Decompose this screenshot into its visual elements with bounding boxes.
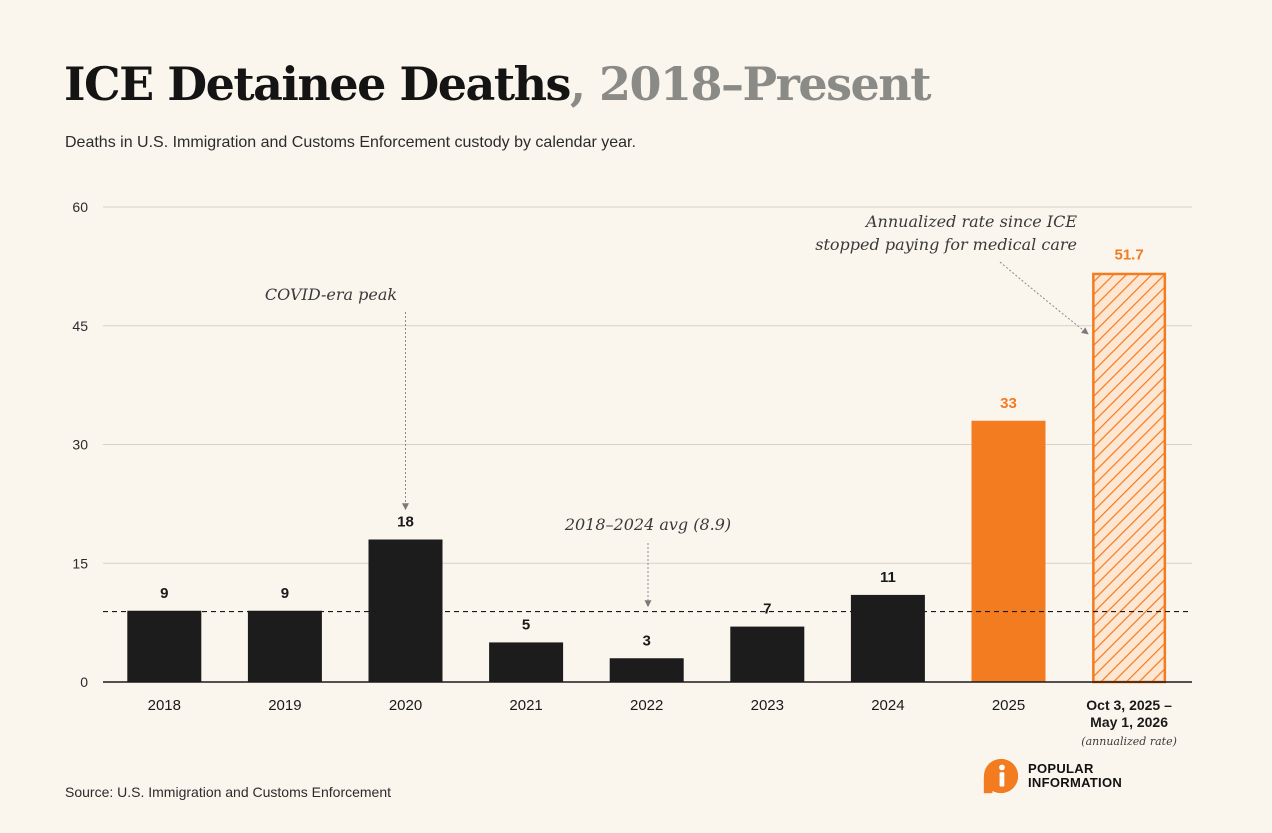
x-tick-note: (annualized rate) bbox=[1081, 735, 1177, 748]
logo-wordmark: POPULAR INFORMATION bbox=[1028, 762, 1122, 790]
bar-value-label: 33 bbox=[1000, 395, 1017, 412]
chart-subtitle: Deaths in U.S. Immigration and Customs E… bbox=[65, 134, 636, 151]
x-tick-label: 2019 bbox=[268, 697, 301, 714]
title-separator: , bbox=[569, 57, 586, 111]
bar-value-label: 7 bbox=[763, 601, 771, 618]
brand-logo: POPULAR INFORMATION bbox=[982, 757, 1122, 795]
x-tick-label: 2024 bbox=[871, 697, 904, 714]
chart-title: ICE Detainee Deaths, 2018–Present bbox=[64, 52, 931, 116]
bar-value-label: 9 bbox=[281, 585, 289, 602]
bar bbox=[127, 610, 202, 682]
bar bbox=[368, 539, 443, 682]
bar-value-label: 5 bbox=[522, 616, 530, 633]
bar-value-label: 3 bbox=[643, 632, 651, 649]
x-tick-label: 2020 bbox=[389, 697, 422, 714]
x-tick-label: 2022 bbox=[630, 697, 663, 714]
x-tick-label: May 1, 2026 bbox=[1090, 714, 1168, 730]
source-note: Source: U.S. Immigration and Customs Enf… bbox=[65, 784, 392, 800]
title-main: ICE Detainee Deaths bbox=[64, 57, 571, 111]
bar bbox=[730, 626, 805, 682]
y-tick-label: 15 bbox=[72, 555, 88, 571]
bar bbox=[971, 420, 1046, 682]
bar-value-label: 18 bbox=[397, 514, 414, 531]
logo-line-2: INFORMATION bbox=[1028, 775, 1123, 790]
bar-value-label: 51.7 bbox=[1114, 247, 1143, 264]
y-tick-label: 60 bbox=[72, 199, 88, 215]
y-tick-label: 30 bbox=[72, 437, 88, 453]
title-subtitle-years: 2018–Present bbox=[598, 57, 931, 111]
logo-line-1: POPULAR bbox=[1028, 761, 1094, 776]
y-tick-label: 0 bbox=[80, 674, 88, 690]
bar bbox=[850, 594, 925, 682]
popular-information-logo-icon bbox=[983, 758, 1019, 794]
average-line-label: 2018–2024 avg (8.9) bbox=[564, 515, 731, 534]
bar bbox=[489, 642, 564, 682]
y-tick-label: 45 bbox=[72, 318, 88, 334]
annotation-annualized-rate: Annualized rate since ICE bbox=[864, 212, 1077, 231]
bar-value-label: 11 bbox=[880, 569, 896, 586]
bar bbox=[1092, 272, 1167, 684]
annotation-arrow bbox=[999, 261, 1089, 335]
bar-chart: 0 15 30 45 60 9 2018 9 2019 18 2020 5 2021 3 2022 7 202… bbox=[72, 199, 1192, 748]
x-tick-label: 2025 bbox=[992, 697, 1025, 714]
x-tick-label: 2023 bbox=[751, 697, 784, 714]
bar-value-label: 9 bbox=[160, 585, 168, 602]
x-tick-label: Oct 3, 2025 – bbox=[1086, 697, 1172, 713]
bar bbox=[609, 658, 684, 682]
x-tick-label: 2021 bbox=[509, 697, 542, 714]
annotation-annualized-rate: stopped paying for medical care bbox=[815, 235, 1077, 254]
x-tick-label: 2018 bbox=[148, 697, 181, 714]
bar bbox=[247, 610, 322, 682]
annotation-covid-peak: COVID-era peak bbox=[265, 285, 397, 304]
